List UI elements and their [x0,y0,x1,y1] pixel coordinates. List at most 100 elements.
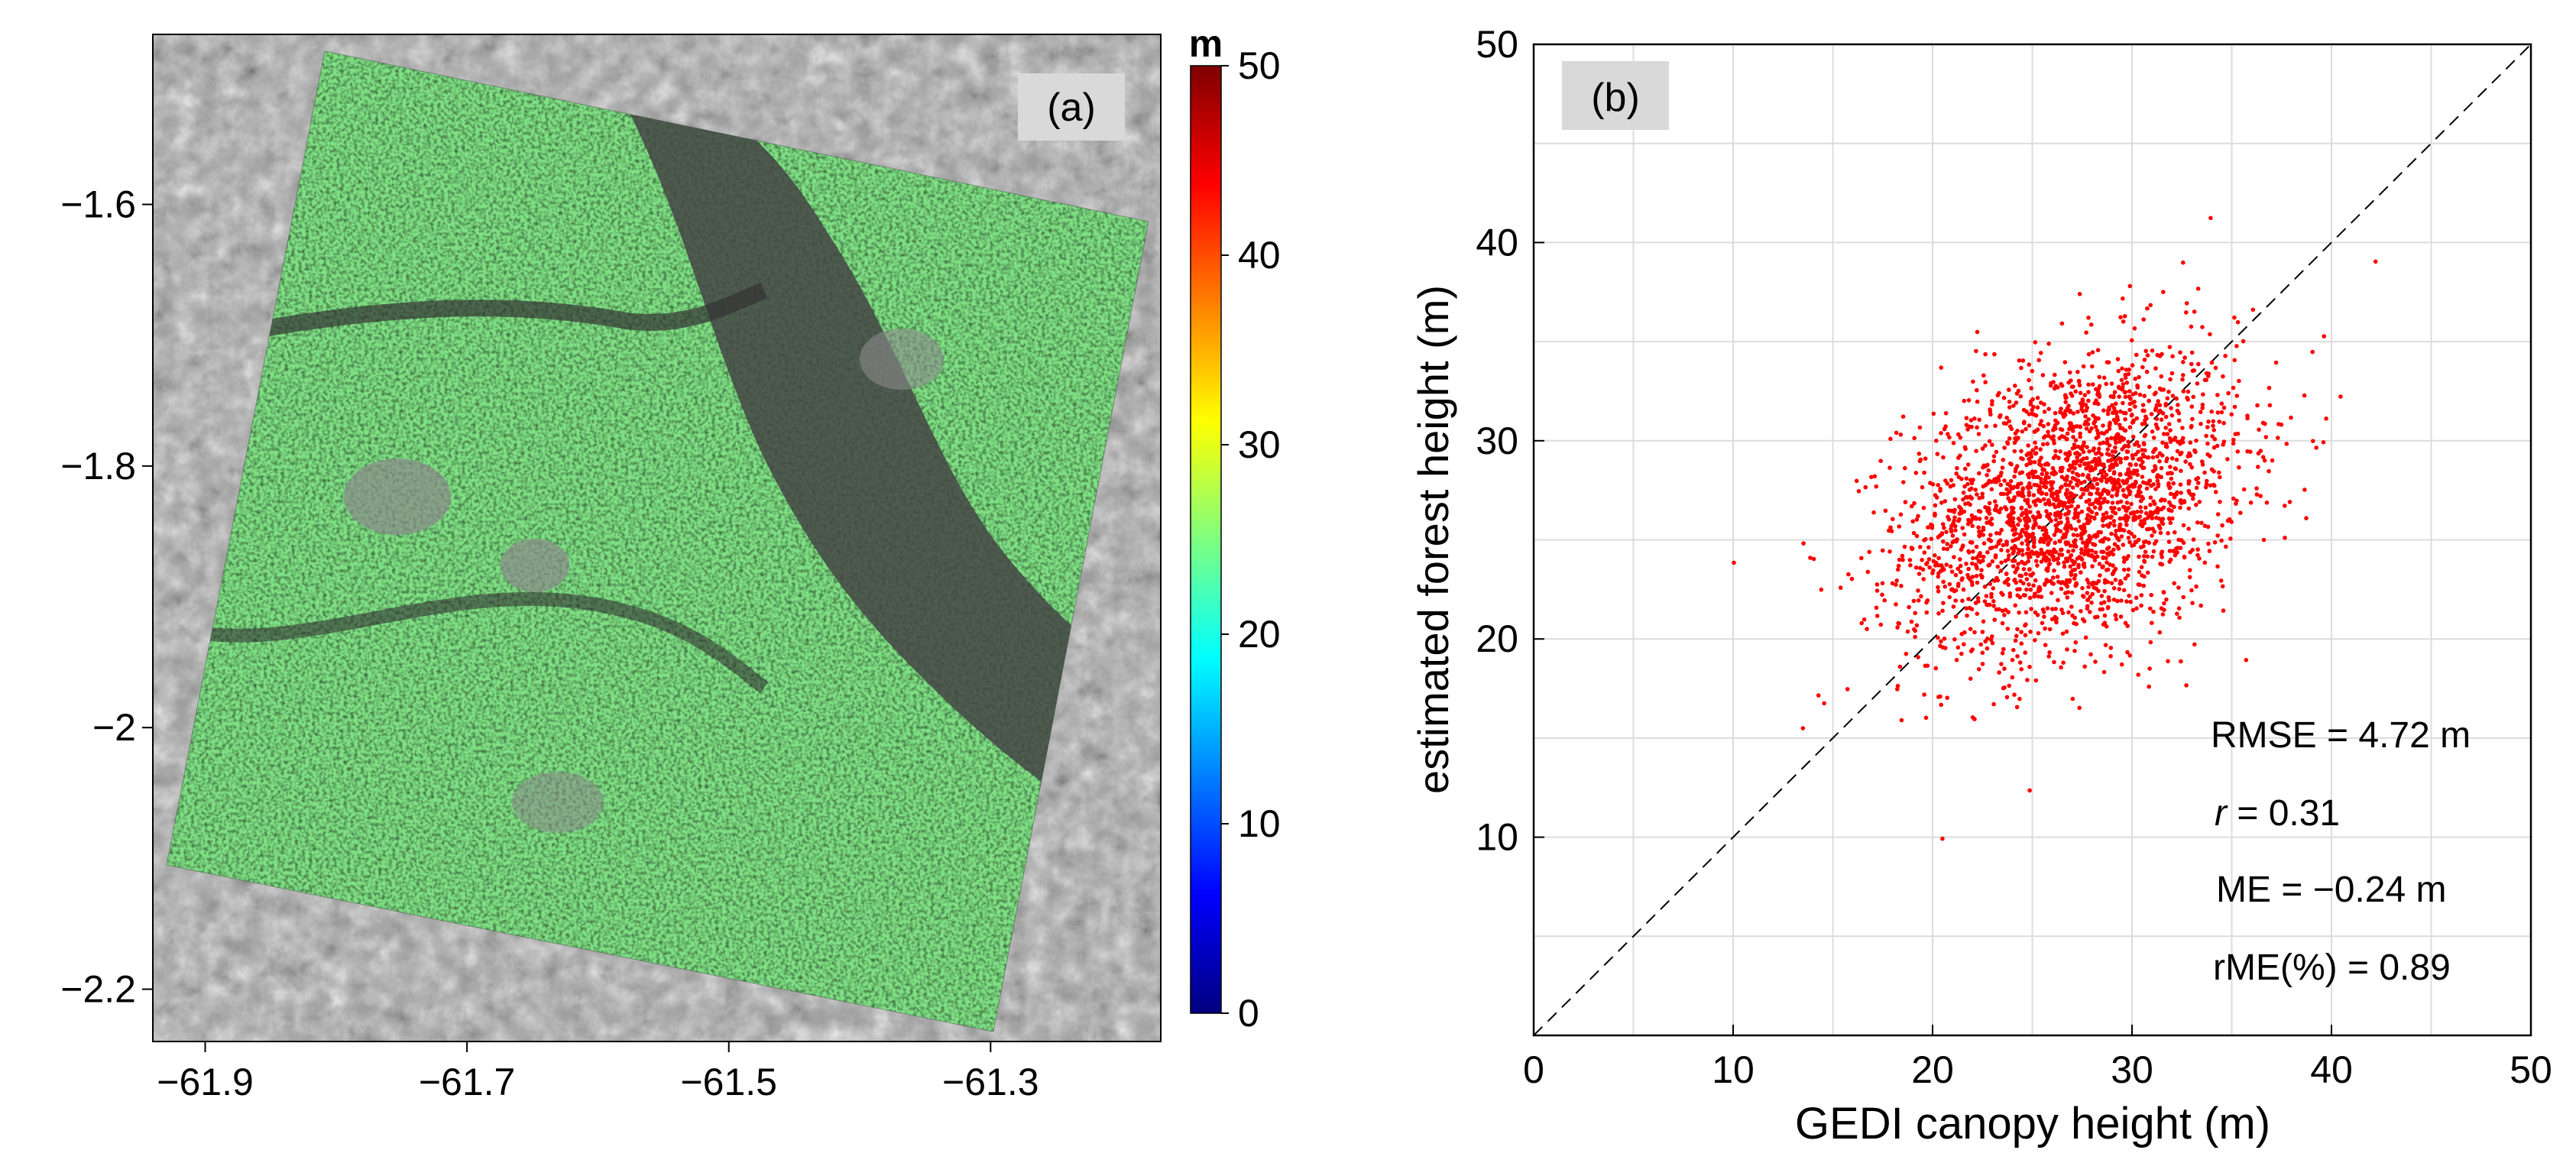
data-point [2033,678,2039,683]
data-point [2078,390,2083,395]
data-point [2071,435,2075,439]
data-point [1968,418,1974,423]
data-point [2118,614,2124,619]
data-point [2017,610,2021,615]
data-point [2102,536,2108,541]
data-point [2130,413,2134,417]
data-point [1912,436,1917,441]
data-point [2114,414,2120,420]
data-point [2166,539,2172,544]
data-point [1888,525,1893,530]
data-point [2042,410,2047,414]
data-point [2001,592,2005,598]
data-point [2097,392,2101,397]
data-point [2289,415,2293,420]
data-point [2117,394,2121,399]
data-point [2017,490,2022,495]
data-point [2167,345,2173,350]
data-point [2067,421,2072,426]
data-point [2151,436,2156,440]
data-point [2105,452,2110,456]
data-point [1900,557,1905,562]
data-point [2015,654,2020,659]
data-point [2197,500,2202,504]
data-point [2105,408,2111,413]
data-point [2178,482,2183,487]
data-point [2141,465,2147,470]
data-point [2011,510,2016,515]
data-point [2011,403,2016,408]
data-point [2302,488,2307,492]
data-point [1988,533,1993,537]
data-point [2199,603,2203,608]
data-point [2032,540,2036,545]
data-point [1987,439,1992,444]
data-point [2014,580,2018,585]
data-point [1984,424,1989,429]
data-point [2153,407,2158,413]
data-point [2105,500,2110,504]
data-point [2121,559,2127,564]
data-point [2130,363,2135,368]
data-point [2052,558,2056,562]
data-point [2092,456,2098,462]
data-point [1976,432,1981,436]
data-point [2040,442,2046,447]
data-point [1944,562,1949,567]
data-point [2028,533,2033,539]
data-point [1896,563,1901,569]
data-point [2168,439,2173,444]
data-point [2113,481,2118,486]
data-point [1887,549,1892,554]
data-point [1913,634,1917,640]
data-point [2031,523,2036,528]
y-tick-label: 30 [1476,420,1518,462]
data-point [2085,604,2090,609]
data-point [2190,547,2195,552]
data-point [2276,436,2280,440]
data-point [2089,600,2094,605]
clearing [344,458,451,535]
data-point [1926,525,1930,530]
data-point [2020,548,2025,552]
data-point [2143,418,2147,423]
data-point [2260,455,2266,459]
data-point [2123,428,2128,433]
data-point [1952,523,1958,529]
data-point [2070,485,2075,490]
data-point [2101,523,2105,528]
data-point [2061,414,2066,420]
stat-rme: rME(%) = 0.89 [2213,948,2451,988]
data-point [2311,439,2315,443]
data-point [2205,478,2209,484]
data-point [2149,592,2153,598]
data-point [2134,452,2138,457]
data-point [1981,533,1985,537]
data-point [2087,449,2092,454]
data-point [2065,647,2069,652]
data-point [2086,416,2091,422]
data-point [1894,582,1898,587]
data-point [1936,556,1941,561]
data-point [2072,542,2077,546]
data-point [2234,394,2240,398]
data-point [2029,386,2033,390]
data-point [2139,519,2143,523]
data-point [2123,390,2128,394]
data-point [1936,695,1941,699]
data-point [2147,666,2152,671]
data-point [2028,587,2033,592]
data-point [2219,410,2224,415]
data-point [2042,533,2046,537]
data-point [2137,457,2142,462]
data-point [1985,646,1990,651]
data-point [2310,349,2315,355]
data-point [1988,637,1994,642]
data-point [1983,443,1988,448]
colorbar-tick-label: 20 [1238,613,1281,656]
data-point [2176,418,2182,423]
data-point [2125,573,2130,578]
data-point [2006,387,2011,392]
data-point [1965,495,1970,500]
data-point [2129,531,2134,536]
